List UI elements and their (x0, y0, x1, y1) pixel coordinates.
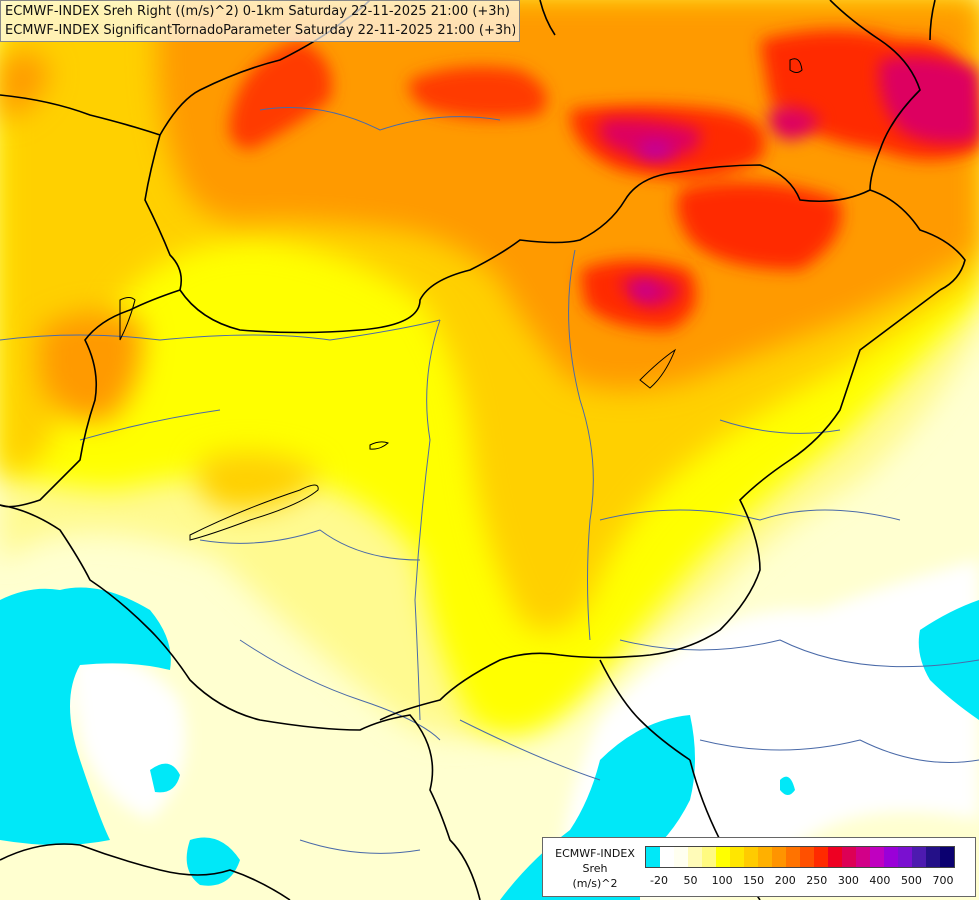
legend-swatch (800, 847, 814, 867)
rivers (0, 107, 979, 854)
legend-color-bar (645, 846, 955, 868)
magenta-areas (600, 56, 979, 308)
legend-swatch (884, 847, 898, 867)
legend-swatch (842, 847, 856, 867)
legend-swatch (702, 847, 716, 867)
legend-title-line-2: Sreh (582, 862, 608, 875)
legend-swatch (940, 847, 954, 867)
legend-swatch (646, 847, 660, 867)
legend-swatch (786, 847, 800, 867)
legend-swatch (660, 847, 674, 867)
legend-tick-label: 50 (683, 874, 698, 887)
map-title-line-1: ECMWF-INDEX Sreh Right ((m/s)^2) 0-1km S… (5, 4, 510, 19)
legend-swatch (898, 847, 912, 867)
legend-swatch (674, 847, 688, 867)
legend-swatch (828, 847, 842, 867)
purple-spots (635, 141, 673, 297)
legend-title-line-3: (m/s)^2 (572, 877, 618, 890)
legend-swatch (912, 847, 926, 867)
color-legend: ECMWF-INDEX Sreh (m/s)^2 -20 50 100 150 200 2… (542, 837, 976, 897)
legend-tick-label: 700 (932, 874, 954, 887)
legend-swatch (814, 847, 828, 867)
legend-tick-label: 250 (806, 874, 828, 887)
legend-swatch (730, 847, 744, 867)
legend-swatch (926, 847, 940, 867)
legend-swatch (744, 847, 758, 867)
lakes (119, 58, 803, 541)
legend-swatch (758, 847, 772, 867)
legend-swatch (856, 847, 870, 867)
legend-tick-label: 150 (743, 874, 765, 887)
legend-tick-label: 200 (774, 874, 796, 887)
legend-ticks: -20 50 100 150 200 250 300 400 500 700 (645, 874, 969, 890)
legend-tick-label: 100 (711, 874, 733, 887)
legend-swatch (870, 847, 884, 867)
legend-swatch (772, 847, 786, 867)
legend-swatch (716, 847, 730, 867)
legend-tick-label: -20 (650, 874, 668, 887)
legend-tick-label: 300 (837, 874, 859, 887)
map-title-box: ECMWF-INDEX Sreh Right ((m/s)^2) 0-1km S… (0, 0, 520, 42)
legend-tick-label: 400 (869, 874, 891, 887)
legend-swatch (688, 847, 702, 867)
legend-tick-label: 500 (900, 874, 922, 887)
legend-title: ECMWF-INDEX Sreh (m/s)^2 (547, 846, 643, 891)
map-title-line-2: ECMWF-INDEX SignificantTornadoParameter … (5, 23, 515, 38)
legend-title-line-1: ECMWF-INDEX (555, 847, 635, 860)
